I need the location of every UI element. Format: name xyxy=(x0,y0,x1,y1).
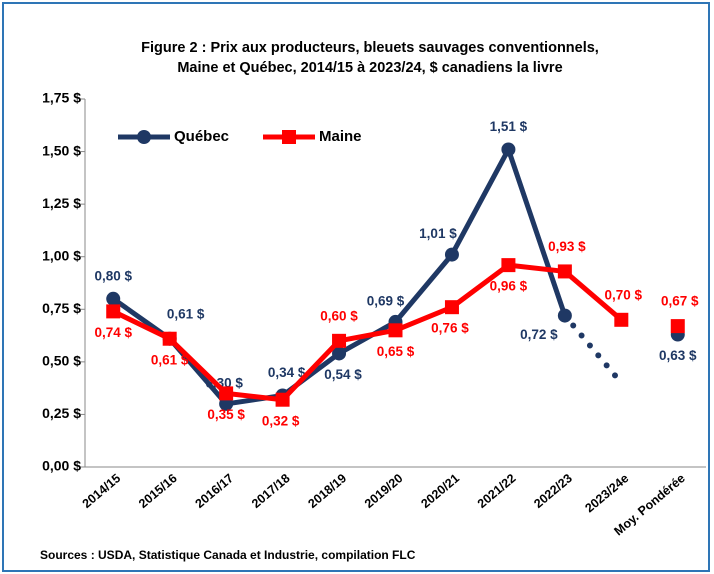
value-label: 0,67 $ xyxy=(661,294,699,309)
point xyxy=(614,312,629,327)
value-label: 0,80 $ xyxy=(94,268,132,283)
point xyxy=(162,331,177,346)
y-tick-label: 0,25 $ xyxy=(42,405,81,421)
legend-marker xyxy=(282,130,296,144)
value-label: 0,69 $ xyxy=(367,293,405,308)
y-tick-label: 1,00 $ xyxy=(42,247,81,263)
point xyxy=(670,319,685,334)
point xyxy=(557,308,572,323)
point xyxy=(275,392,290,407)
value-label: 0,35 $ xyxy=(207,407,245,422)
source-note: Sources : USDA, Statistique Canada et In… xyxy=(40,548,416,562)
value-label: 0,34 $ xyxy=(268,365,306,380)
legend-marker xyxy=(137,130,151,144)
value-label: 0,72 $ xyxy=(520,327,558,342)
value-label: 0,65 $ xyxy=(377,344,415,359)
y-tick-label: 0,50 $ xyxy=(42,353,81,369)
point xyxy=(219,396,234,411)
y-tick-label: 1,25 $ xyxy=(42,195,81,211)
value-label: 0,96 $ xyxy=(490,279,528,294)
point xyxy=(501,142,516,157)
value-label: 1,01 $ xyxy=(419,226,457,241)
point xyxy=(501,258,516,273)
y-tick-label: 0,00 $ xyxy=(42,458,81,474)
value-label: 0,93 $ xyxy=(548,239,586,254)
point xyxy=(219,386,234,401)
value-label: 0,74 $ xyxy=(94,325,132,340)
y-tick-label: 1,50 $ xyxy=(42,142,81,158)
y-tick-label: 0,75 $ xyxy=(42,300,81,316)
value-label: 0,70 $ xyxy=(605,287,643,302)
value-label: 1,51 $ xyxy=(490,119,528,134)
chart-title: Figure 2 : Prix aux producteurs, bleuets… xyxy=(141,40,599,56)
value-label: 0,32 $ xyxy=(262,413,300,428)
value-label: 0,54 $ xyxy=(324,367,362,382)
legend-label: Maine xyxy=(319,128,362,145)
chart-subtitle: Maine et Québec, 2014/15 à 2023/24, $ ca… xyxy=(177,60,562,76)
series-line-estimate xyxy=(561,312,625,386)
point xyxy=(388,323,403,338)
value-label: 0,76 $ xyxy=(431,321,469,336)
series-line xyxy=(112,262,623,403)
legend-label: Québec xyxy=(174,128,229,145)
point xyxy=(332,346,347,361)
point xyxy=(444,247,459,262)
point xyxy=(557,264,572,279)
point xyxy=(106,291,121,306)
point xyxy=(106,304,121,319)
y-tick-label: 1,75 $ xyxy=(42,90,81,106)
point xyxy=(444,300,459,315)
value-label: 0,61 $ xyxy=(167,306,205,321)
value-label: 0,63 $ xyxy=(659,348,697,363)
point xyxy=(332,333,347,348)
value-label: 0,60 $ xyxy=(320,308,358,323)
value-label: 0,61 $ xyxy=(151,352,189,367)
